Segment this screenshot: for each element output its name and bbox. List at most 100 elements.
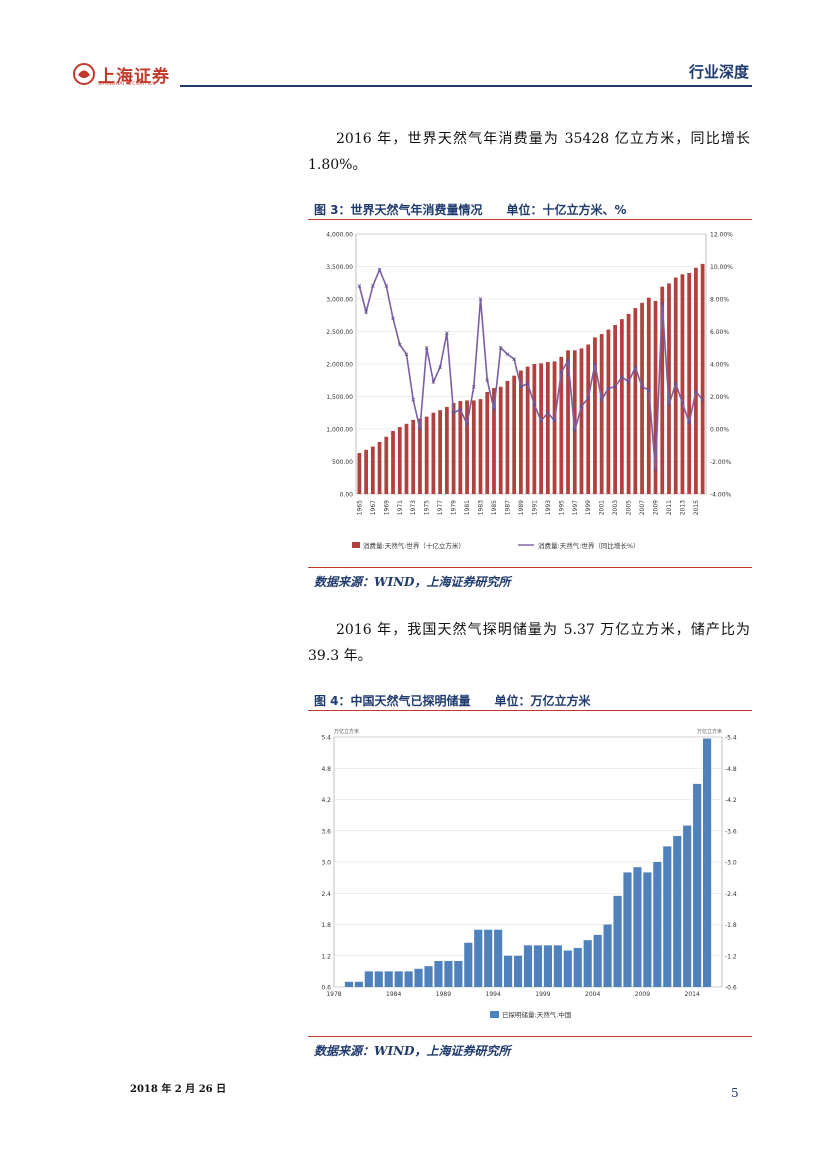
x-axis-tick: 1983 <box>478 500 485 515</box>
x-axis-tick: 1997 <box>572 500 579 515</box>
growth-point <box>424 345 429 350</box>
left-unit-label: 万亿立方米 <box>334 728 359 735</box>
consumption-bar <box>444 406 449 494</box>
growth-point <box>404 352 409 357</box>
consumption-bar <box>458 401 463 494</box>
x-axis-tick: 1975 <box>424 500 431 515</box>
growth-point <box>620 375 624 379</box>
left-axis-tick: 1.8 <box>321 922 331 929</box>
growth-point <box>411 397 416 402</box>
growth-point <box>492 407 496 412</box>
growth-point <box>559 370 564 374</box>
reserve-bar <box>693 783 702 987</box>
figure4-source: 数据来源：WIND，上海证券研究所 <box>314 1044 511 1058</box>
right-axis-tick: -4.8 <box>725 766 737 773</box>
right-axis-tick: -1.2 <box>725 953 737 960</box>
consumption-bar <box>539 363 543 494</box>
reserve-bar <box>414 968 423 987</box>
right-unit-label: 万亿立方米 <box>697 728 722 735</box>
legend-label-growth: 消费量:天然气:世界（同比增长%） <box>538 541 640 550</box>
x-axis-tick: 1971 <box>397 500 404 515</box>
figure3-top-rule <box>308 219 752 220</box>
consumption-bar <box>572 350 577 494</box>
growth-point <box>653 467 658 472</box>
left-axis-tick: 1,000.00 <box>326 427 353 434</box>
consumption-bar <box>505 380 510 494</box>
x-axis-tick: 1981 <box>464 500 471 515</box>
reserve-bar <box>434 960 443 987</box>
left-axis-tick: 2,500.00 <box>326 329 353 336</box>
growth-point <box>673 381 678 386</box>
growth-point <box>438 365 442 370</box>
left-axis-tick: 4.2 <box>321 797 331 804</box>
paragraph-world-consumption: 2016 年，世界天然气年消费量为 35428 亿立方米，同比增长 1.80%。 <box>308 131 750 173</box>
consumption-bar <box>633 308 638 494</box>
reserve-bar <box>603 924 612 987</box>
paragraph-china-reserves: 2016 年，我国天然气探明储量为 5.37 万亿立方米，储产比为 39.3 年… <box>308 622 750 664</box>
reserve-bar <box>384 971 393 987</box>
growth-point <box>370 284 375 288</box>
x-axis-tick: 2013 <box>679 500 686 515</box>
figure4-chart: 万亿立方米 万亿立方米 0.6 -0.6 1.2 -1.2 1.8 -1.8 2.4 -2.4 3.… <box>321 728 737 1019</box>
growth-point <box>451 410 456 415</box>
right-axis-tick: -4.00% <box>710 492 732 499</box>
consumption-bar <box>525 366 530 494</box>
consumption-bar <box>498 386 503 494</box>
consumption-bar <box>438 410 443 494</box>
x-axis-tick: 2004 <box>585 991 600 998</box>
reserve-bar <box>623 872 632 987</box>
growth-point <box>485 378 490 383</box>
consumption-bar <box>613 325 618 494</box>
left-axis-tick: 1.2 <box>321 953 331 960</box>
x-axis-tick: 1989 <box>436 991 451 998</box>
reserve-bar <box>702 738 712 987</box>
growth-point <box>667 402 671 407</box>
growth-point <box>532 402 537 407</box>
consumption-bar <box>357 453 362 494</box>
x-axis-tick: 2015 <box>693 500 700 515</box>
footer-date: 2018 年 2 月 26 日 <box>130 1084 227 1095</box>
left-axis-tick: 500.00 <box>332 459 353 466</box>
x-axis-tick: 1993 <box>545 500 552 515</box>
growth-point <box>519 384 523 389</box>
consumption-bar <box>431 412 436 494</box>
reserve-bar <box>553 945 562 987</box>
consumption-bar <box>599 334 604 494</box>
growth-point <box>357 284 362 288</box>
consumption-bar <box>519 370 523 494</box>
left-axis-tick: 2.4 <box>321 891 331 898</box>
consumption-bar <box>586 344 591 494</box>
left-axis-tick: 4,000.00 <box>326 232 353 239</box>
consumption-bar <box>411 419 416 494</box>
consumption-bar <box>545 362 550 494</box>
consumption-bar <box>424 416 429 494</box>
right-axis-tick: 10.00% <box>710 264 733 271</box>
growth-point <box>539 419 543 423</box>
growth-point <box>384 284 389 288</box>
reserve-bar <box>424 966 433 987</box>
legend-label-consumption: 消费量:天然气:世界（十亿立方米） <box>363 541 465 550</box>
growth-point <box>478 297 483 301</box>
consumption-bar <box>377 442 382 494</box>
growth-point <box>613 384 617 389</box>
growth-point <box>471 384 476 389</box>
x-axis-tick: 1989 <box>518 500 525 515</box>
consumption-bar <box>364 449 368 494</box>
left-axis-tick: 2,000.00 <box>326 362 353 369</box>
reserve-bar <box>583 940 592 987</box>
growth-point <box>364 310 368 314</box>
consumption-bar <box>397 427 402 494</box>
consumption-bar <box>391 430 395 494</box>
consumption-bar <box>418 418 422 494</box>
reserve-bar <box>663 846 672 987</box>
legend-swatch-consumption <box>352 542 360 548</box>
x-axis-tick: 2009 <box>635 991 650 998</box>
growth-point <box>586 396 591 400</box>
consumption-bar <box>606 329 611 494</box>
x-axis-tick: 2007 <box>639 500 646 515</box>
left-axis-tick: 3.0 <box>321 860 331 867</box>
right-axis-tick: -1.8 <box>725 922 737 929</box>
reserve-bar <box>504 955 513 987</box>
growth-point <box>593 362 597 366</box>
growth-line <box>358 267 704 470</box>
